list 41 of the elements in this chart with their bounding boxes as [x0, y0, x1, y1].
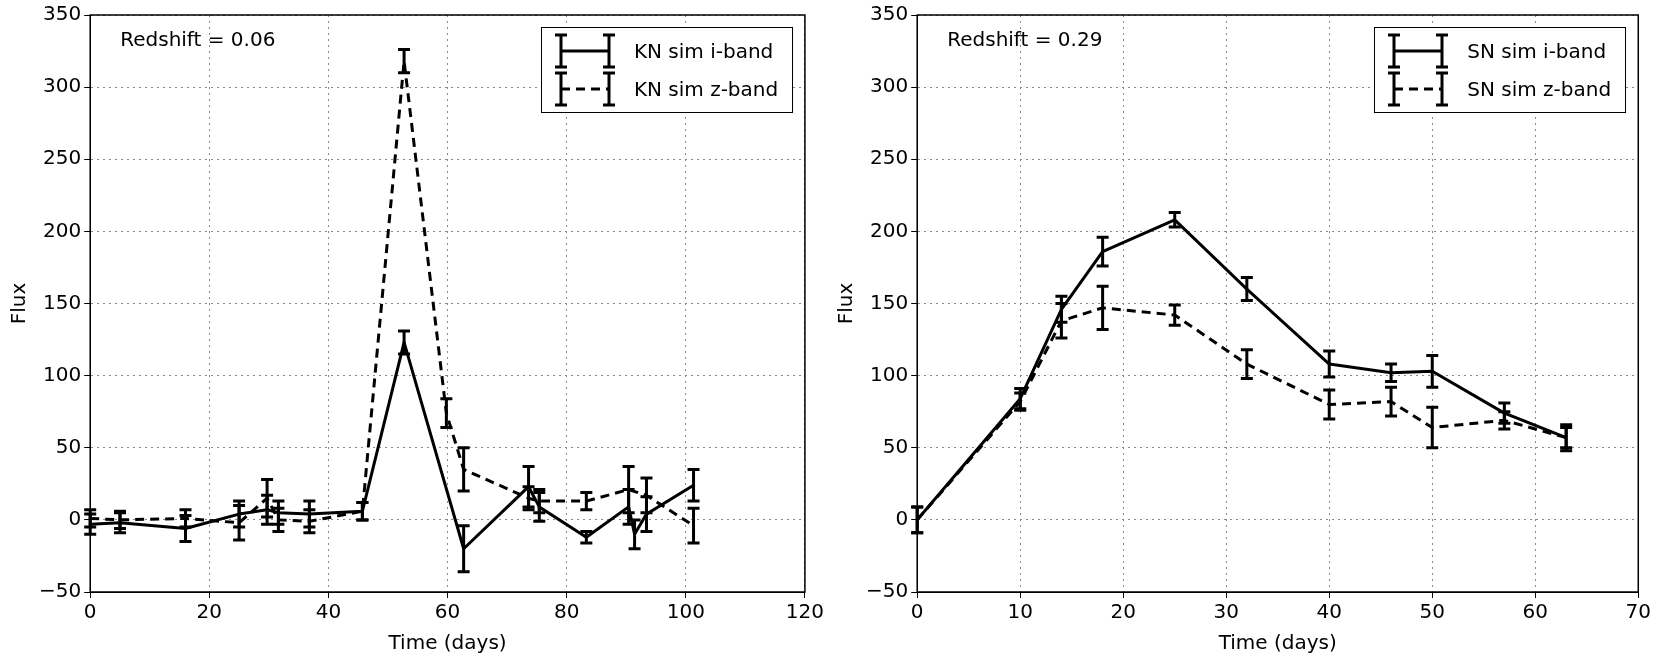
y-tick-label: 100: [43, 361, 82, 386]
x-tick-label: 120: [785, 599, 825, 624]
y-tick-label: 250: [870, 145, 909, 170]
legend-label: KN sim i-band: [633, 39, 774, 63]
legend-label: SN sim z-band: [1467, 77, 1612, 101]
y-tick-label: 50: [55, 433, 82, 458]
legend-label: SN sim i-band: [1467, 39, 1607, 63]
y-axis-title: Flux: [6, 282, 31, 325]
y-tick-label: 300: [870, 73, 909, 98]
y-tick-label: 150: [43, 289, 82, 314]
y-tick-label: −50: [38, 578, 82, 603]
x-tick-label: 80: [553, 599, 580, 624]
x-axis-title: Time (days): [1217, 630, 1337, 655]
x-tick-label: 40: [1316, 599, 1342, 624]
x-tick-label: 30: [1213, 599, 1239, 624]
y-tick-label: 350: [870, 1, 909, 26]
x-tick-label: 20: [196, 599, 223, 624]
x-tick-label: 20: [1110, 599, 1136, 624]
y-tick-label: 100: [870, 361, 909, 386]
y-tick-label: 250: [43, 145, 82, 170]
x-tick-label: 40: [315, 599, 342, 624]
legend-label: KN sim z-band: [633, 77, 779, 101]
y-tick-label: 350: [43, 1, 82, 26]
y-tick-label: 200: [870, 217, 909, 242]
annotation: Redshift = 0.29: [947, 27, 1103, 52]
y-tick-label: 200: [43, 217, 82, 242]
x-axis-title: Time (days): [387, 630, 507, 655]
x-tick-label: 10: [1007, 599, 1033, 624]
y-tick-label: 300: [43, 73, 82, 98]
y-tick-label: 0: [68, 506, 82, 531]
x-tick-label: 100: [666, 599, 705, 624]
y-tick-label: 150: [870, 289, 909, 314]
y-axis-title: Flux: [833, 282, 858, 325]
y-tick-label: −50: [865, 578, 909, 603]
x-tick-label: 70: [1625, 599, 1651, 624]
x-tick-label: 50: [1419, 599, 1445, 624]
annotation: Redshift = 0.06: [120, 27, 276, 52]
x-tick-label: 60: [1522, 599, 1548, 624]
y-tick-label: 50: [882, 433, 909, 458]
y-tick-label: 0: [895, 506, 909, 531]
x-tick-label: 60: [434, 599, 461, 624]
